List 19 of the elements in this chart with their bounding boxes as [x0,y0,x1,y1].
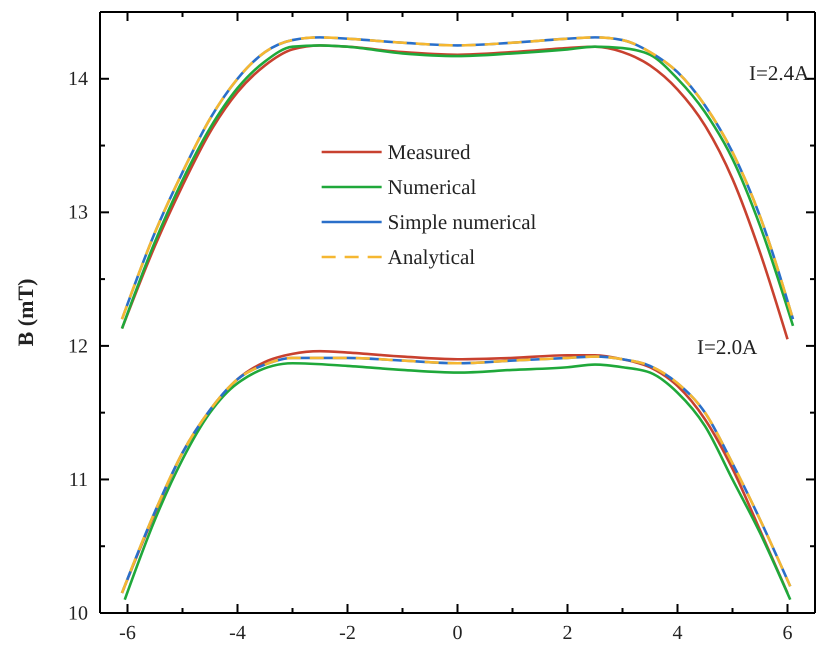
x-tick-label: 0 [452,622,462,644]
x-tick-label: 6 [782,622,792,644]
y-axis-title: B (mT) [13,278,38,346]
y-tick-label: 14 [68,68,88,90]
legend-label: Measured [388,140,471,164]
annotation: I=2.4A [749,61,810,85]
y-tick-label: 13 [68,202,88,224]
legend-label: Numerical [388,175,476,199]
annotation: I=2.0A [697,335,758,359]
x-tick-label: -2 [339,622,356,644]
y-tick-label: 11 [68,468,88,491]
legend-label: Simple numerical [388,210,537,234]
legend-label: Analytical [388,245,476,269]
y-tick-label: 10 [68,602,88,624]
y-tick-label: 12 [68,335,88,358]
x-tick-label: -6 [119,622,136,644]
x-tick-label: 4 [672,622,682,644]
x-tick-label: -4 [229,622,246,644]
x-tick-label: 2 [562,622,572,644]
